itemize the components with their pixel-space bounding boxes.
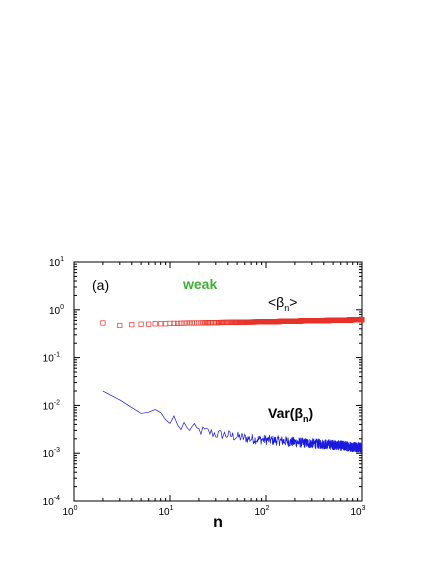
y-tick-base: 10 (49, 258, 61, 269)
series-mean-beta (100, 317, 365, 329)
mean-beta-marker (178, 320, 184, 326)
var-beta-label-sub: n (303, 414, 309, 424)
y-tick-label: 10-4 (43, 495, 60, 508)
y-tick-base: 10 (43, 497, 55, 508)
y-tick-label: 100 (49, 304, 64, 317)
y-tick-base: 10 (49, 306, 61, 317)
series-var-beta (102, 390, 363, 453)
y-tick-exponent: 0 (60, 304, 64, 311)
x-tick-exponent: 1 (170, 505, 174, 512)
x-tick-base: 10 (158, 507, 170, 518)
y-tick-exponent: -4 (54, 495, 60, 502)
x-tick-label: 100 (62, 505, 77, 518)
mean-beta-label-main: <β (268, 294, 284, 310)
x-tick-base: 10 (350, 507, 362, 518)
mean-beta-marker (138, 321, 144, 327)
series-layer (100, 317, 365, 453)
mean-beta-marker (158, 321, 164, 327)
x-tick-exponent: 3 (362, 505, 366, 512)
mean-beta-marker (146, 321, 152, 327)
plot-frame (73, 261, 363, 502)
x-tick-base: 10 (254, 507, 266, 518)
x-tick-exponent: 0 (74, 505, 78, 512)
y-tick-label: 101 (49, 256, 64, 269)
x-tick-exponent: 2 (266, 505, 270, 512)
mean-beta-marker (210, 320, 216, 326)
x-tick-base: 10 (62, 507, 74, 518)
y-tick-exponent: -1 (54, 352, 60, 359)
series-label-var-beta: Var(βn) (268, 405, 313, 424)
mean-beta-marker (163, 321, 169, 327)
mean-beta-label-sub: n (284, 303, 289, 313)
axis-ticks (73, 261, 363, 502)
mean-beta-marker (207, 320, 213, 326)
x-tick-label: 102 (254, 505, 269, 518)
x-tick-label: 101 (158, 505, 173, 518)
mean-beta-marker (208, 320, 214, 326)
var-beta-line (102, 390, 363, 453)
y-tick-label: 10-1 (43, 352, 60, 365)
y-tick-label: 10-2 (43, 399, 60, 412)
mean-beta-marker (167, 320, 173, 326)
mean-beta-marker (211, 320, 217, 326)
mean-beta-marker (175, 320, 181, 326)
series-label-mean-beta: <βn> (268, 294, 297, 313)
var-beta-label-main: Var(β (268, 405, 303, 421)
mean-beta-marker (359, 317, 365, 323)
mean-beta-marker (184, 320, 190, 326)
y-tick-exponent: -3 (54, 447, 60, 454)
mean-beta-marker (181, 320, 187, 326)
y-tick-exponent: -2 (54, 399, 60, 406)
y-tick-label: 10-3 (43, 447, 60, 460)
mean-beta-marker (129, 322, 135, 328)
y-tick-exponent: 1 (60, 256, 64, 263)
y-tick-base: 10 (43, 449, 55, 460)
y-tick-base: 10 (43, 354, 55, 365)
mean-beta-marker (117, 322, 123, 329)
var-beta-label-tail: ) (309, 405, 314, 421)
mean-beta-marker (100, 320, 106, 326)
panel-label: (a) (92, 277, 109, 293)
x-tick-label: 103 (350, 505, 365, 518)
mean-beta-marker (171, 320, 177, 326)
y-tick-base: 10 (43, 401, 55, 412)
mean-beta-marker (152, 321, 158, 327)
mean-beta-label-tail: > (289, 294, 297, 310)
weak-annotation: weak (182, 276, 217, 292)
x-axis-label: n (213, 514, 223, 531)
